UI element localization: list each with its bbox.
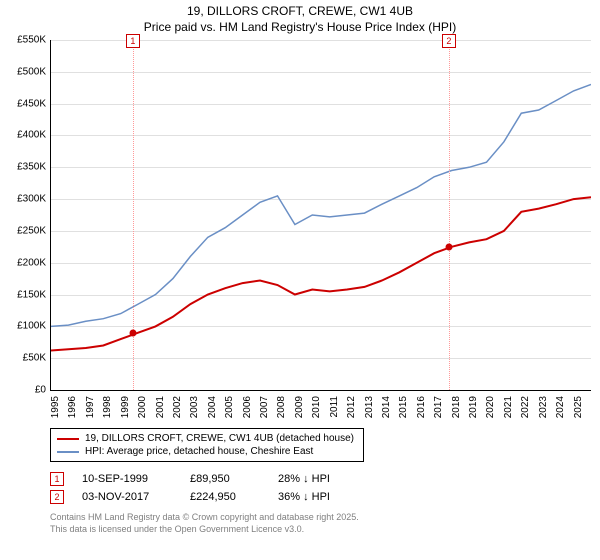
legend-swatch xyxy=(57,451,79,453)
x-axis-label: 2013 xyxy=(364,396,375,418)
transaction-table: 1 10-SEP-1999 £89,950 28% ↓ HPI 2 03-NOV-2017… xyxy=(50,470,590,506)
y-axis-label: £100K xyxy=(17,321,46,332)
y-axis-label: £550K xyxy=(17,35,46,46)
x-axis-label: 2022 xyxy=(520,396,531,418)
y-axis-label: £500K xyxy=(17,66,46,77)
y-axis-label: £450K xyxy=(17,98,46,109)
y-axis-label: £0 xyxy=(35,385,46,396)
x-axis-label: 2020 xyxy=(485,396,496,418)
marker-box: 1 xyxy=(126,34,140,48)
x-axis-label: 2016 xyxy=(416,396,427,418)
transaction-price: £224,950 xyxy=(190,491,260,503)
legend-swatch xyxy=(57,438,79,440)
legend-label: HPI: Average price, detached house, Ches… xyxy=(85,446,313,457)
plot-region: 12 xyxy=(50,40,591,391)
x-axis-label: 2004 xyxy=(207,396,218,418)
title-line-2: Price paid vs. HM Land Registry's House … xyxy=(0,20,600,36)
x-axis-label: 2011 xyxy=(329,396,340,418)
x-axis-label: 2000 xyxy=(137,396,148,418)
x-axis-label: 2008 xyxy=(276,396,287,418)
legend-item: 19, DILLORS CROFT, CREWE, CW1 4UB (detac… xyxy=(57,432,357,445)
x-axis-label: 2014 xyxy=(381,396,392,418)
x-axis-label: 2015 xyxy=(398,396,409,418)
y-axis-label: £300K xyxy=(17,194,46,205)
legend-label: 19, DILLORS CROFT, CREWE, CW1 4UB (detac… xyxy=(85,433,354,444)
chart-title: 19, DILLORS CROFT, CREWE, CW1 4UB Price … xyxy=(0,0,600,35)
transaction-date: 03-NOV-2017 xyxy=(82,491,172,503)
x-axis-label: 2003 xyxy=(189,396,200,418)
x-axis-label: 2021 xyxy=(503,396,514,418)
x-axis-label: 2001 xyxy=(155,396,166,418)
x-axis-label: 1997 xyxy=(85,396,96,418)
y-axis-label: £350K xyxy=(17,162,46,173)
transaction-diff: 36% ↓ HPI xyxy=(278,491,368,503)
x-axis-label: 2023 xyxy=(538,396,549,418)
x-axis-label: 2010 xyxy=(311,396,322,418)
x-axis-label: 1998 xyxy=(102,396,113,418)
transaction-marker: 2 xyxy=(50,490,64,504)
chart-container: 19, DILLORS CROFT, CREWE, CW1 4UB Price … xyxy=(0,0,600,560)
x-axis-label: 1999 xyxy=(120,396,131,418)
marker-point xyxy=(445,243,452,250)
legend-item: HPI: Average price, detached house, Ches… xyxy=(57,445,357,458)
x-axis-label: 1995 xyxy=(50,396,61,418)
y-axis-label: £400K xyxy=(17,130,46,141)
attribution-text: Contains HM Land Registry data © Crown c… xyxy=(50,512,590,535)
marker-point xyxy=(129,329,136,336)
marker-vline xyxy=(133,40,134,390)
transaction-diff: 28% ↓ HPI xyxy=(278,473,368,485)
y-axis-label: £150K xyxy=(17,289,46,300)
legend-box: 19, DILLORS CROFT, CREWE, CW1 4UB (detac… xyxy=(50,428,364,462)
marker-box: 2 xyxy=(442,34,456,48)
transaction-price: £89,950 xyxy=(190,473,260,485)
legend-and-footer: 19, DILLORS CROFT, CREWE, CW1 4UB (detac… xyxy=(50,428,590,535)
transaction-marker: 1 xyxy=(50,472,64,486)
x-axis-label: 2018 xyxy=(451,396,462,418)
transaction-date: 10-SEP-1999 xyxy=(82,473,172,485)
title-line-1: 19, DILLORS CROFT, CREWE, CW1 4UB xyxy=(0,4,600,20)
x-axis-label: 1996 xyxy=(67,396,78,418)
x-axis-label: 2025 xyxy=(573,396,584,418)
x-axis-label: 2019 xyxy=(468,396,479,418)
y-axis-label: £250K xyxy=(17,225,46,236)
y-axis-label: £50K xyxy=(23,353,46,364)
attribution-line-2: This data is licensed under the Open Gov… xyxy=(50,524,590,536)
transaction-row: 1 10-SEP-1999 £89,950 28% ↓ HPI xyxy=(50,470,590,488)
x-axis-label: 2017 xyxy=(433,396,444,418)
y-axis-label: £200K xyxy=(17,257,46,268)
chart-area: 12 £0£50K£100K£150K£200K£250K£300K£350K£… xyxy=(50,40,590,390)
attribution-line-1: Contains HM Land Registry data © Crown c… xyxy=(50,512,590,524)
x-axis-label: 2012 xyxy=(346,396,357,418)
x-axis-label: 2009 xyxy=(294,396,305,418)
x-axis-label: 2024 xyxy=(555,396,566,418)
x-axis-label: 2006 xyxy=(242,396,253,418)
x-axis-label: 2002 xyxy=(172,396,183,418)
x-axis-label: 2005 xyxy=(224,396,235,418)
transaction-row: 2 03-NOV-2017 £224,950 36% ↓ HPI xyxy=(50,488,590,506)
marker-vline xyxy=(449,40,450,390)
x-axis-label: 2007 xyxy=(259,396,270,418)
